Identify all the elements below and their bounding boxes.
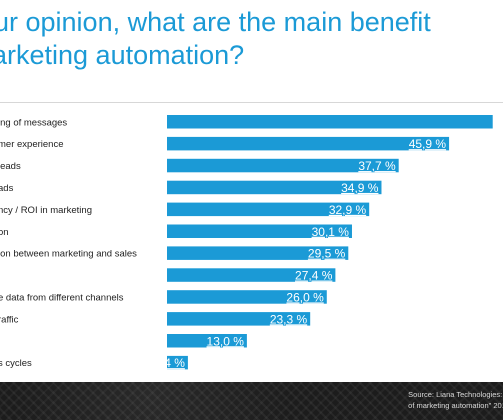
category-label: ion between marketing and sales [0,249,137,260]
value-label: 23,3 % [270,312,308,326]
source-line-1: Source: Liana Technologies: " [408,390,503,399]
title-divider [0,102,503,103]
bar [167,202,370,217]
value-label: 45,9 % [409,137,447,151]
title-line-1: ur opinion, what are the main benefit [0,7,431,37]
category-label: ads [0,183,14,194]
bar [167,355,188,370]
bar [167,136,450,151]
bar [167,246,349,260]
category-label: on [0,227,9,238]
bar [167,158,399,173]
source-footer: Source: Liana Technologies: " of marketi… [0,382,503,420]
category-label: ing of messages [0,117,67,128]
chart-title: ur opinion, what are the main benefit ar… [0,6,503,72]
value-label: 32,9 % [329,203,367,217]
bar-chart: ing of messages mer experience 45,9 % leads… [0,115,493,370]
bar [167,224,352,238]
value-label: 29,5 % [308,247,346,261]
category-label: ncy / ROI in marketing [0,205,92,216]
source-line-2: of marketing automation" 201 [408,401,503,410]
value-label: 30,1 % [312,225,350,239]
value-label: 34,9 % [341,181,379,195]
value-label: 13,0 % [207,334,245,348]
bar [167,115,493,129]
category-label: leads [0,161,21,172]
category-label: s cycles [0,358,32,369]
value-label: 3,4 % [154,356,185,370]
bar [167,180,382,195]
bar [167,268,336,282]
bar [167,334,247,348]
value-label: 26,0 % [286,290,324,304]
value-label: 37,7 % [358,159,396,173]
category-label: mer experience [0,139,63,150]
category-label: raffic [0,314,19,325]
title-line-2: arketing automation? [0,40,245,70]
bar [167,312,311,326]
bar [167,290,327,304]
source-note: Source: Liana Technologies: " of marketi… [408,389,503,411]
category-label: e data from different channels [0,292,124,303]
value-label: 27,4 % [295,269,333,283]
